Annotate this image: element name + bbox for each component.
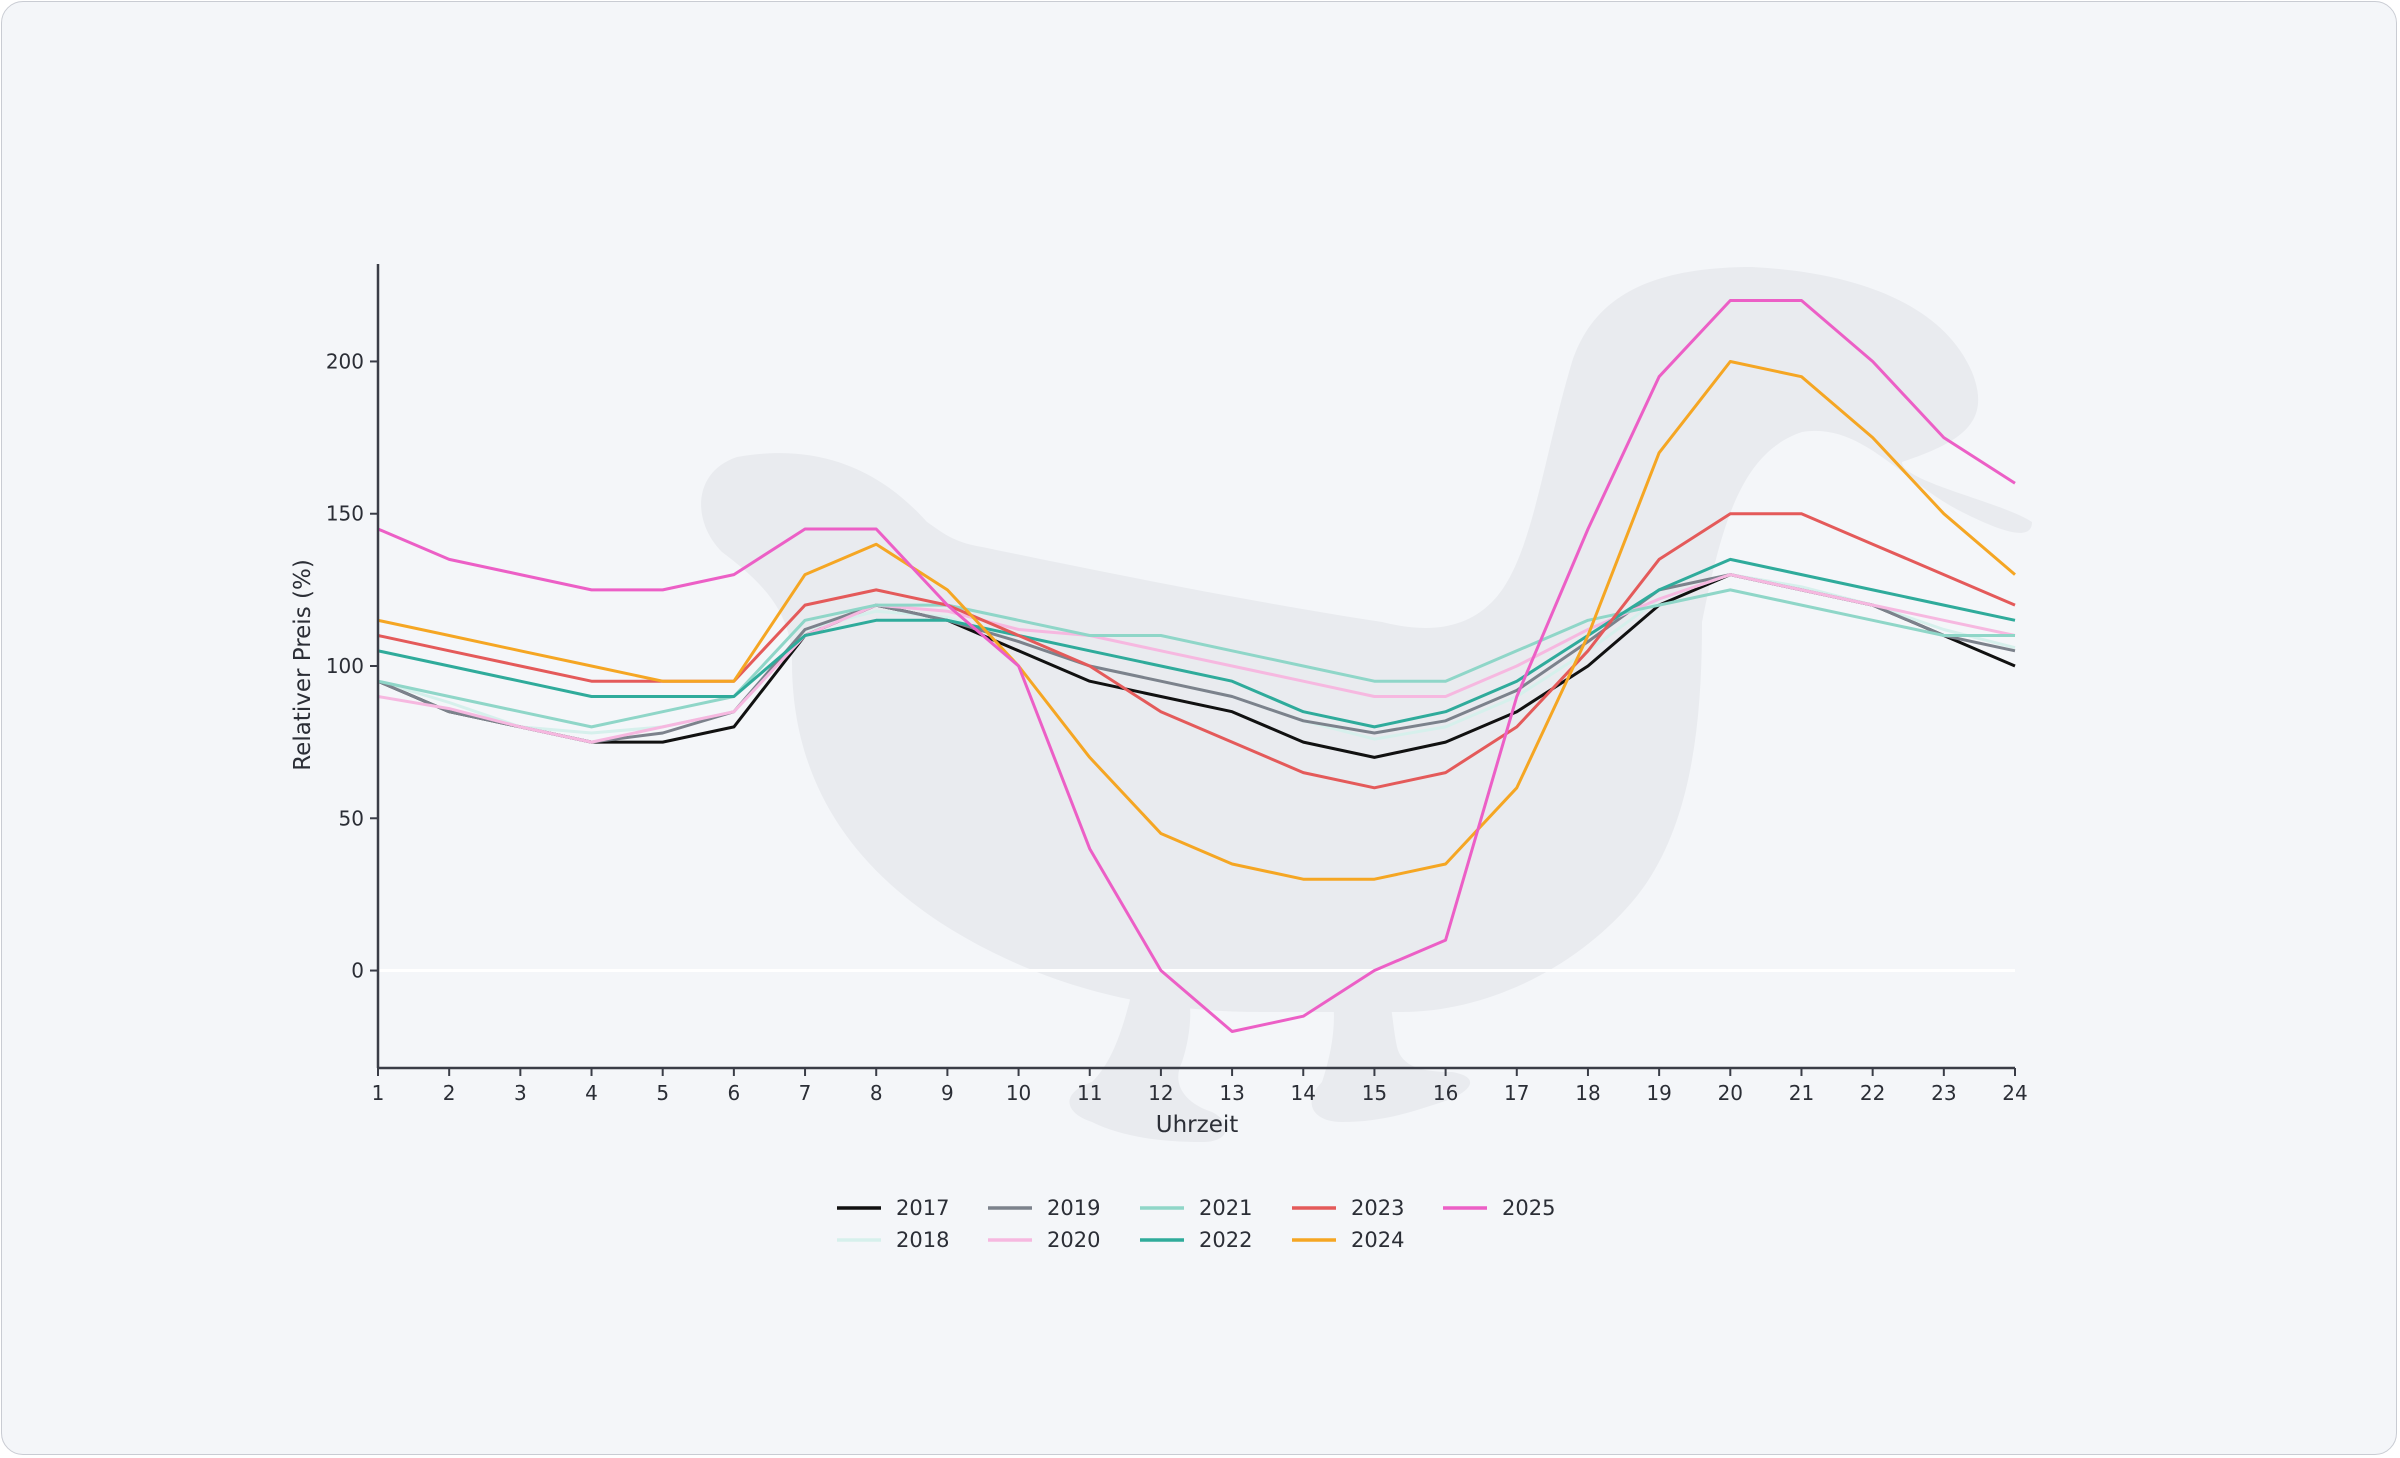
x-tick-label: 13 [1219, 1081, 1244, 1105]
series-line-2021 [377, 588, 2015, 729]
x-tick-label: 9 [941, 1081, 954, 1105]
x-tick-label: 15 [1362, 1081, 1387, 1105]
legend-item-2020: 2020 [988, 1228, 1100, 1252]
legend: 2017 2018 2019 2020 2021 2022 2023 2024 2025 [837, 1196, 1555, 1252]
y-tick-label: 100 [326, 654, 364, 678]
legend-label: 2022 [1199, 1228, 1252, 1252]
legend-item-2024: 2024 [1292, 1228, 1404, 1252]
legend-label: 2025 [1502, 1196, 1555, 1220]
x-tick-label: 24 [2002, 1081, 2027, 1105]
series-line-2025 [377, 299, 2016, 1033]
x-tick-label: 2 [443, 1081, 456, 1105]
legend-item-2019: 2019 [988, 1196, 1100, 1220]
x-tick-label: 23 [1931, 1081, 1956, 1105]
x-tick-label: 8 [870, 1081, 883, 1105]
legend-item-2021: 2021 [1140, 1196, 1252, 1220]
x-axis-title: Uhrzeit [1156, 1112, 1239, 1138]
axes [370, 264, 2016, 1076]
legend-label: 2020 [1047, 1228, 1100, 1252]
plot-area [377, 299, 2016, 1033]
x-tick-label: 14 [1291, 1081, 1316, 1105]
y-tick-label: 50 [339, 806, 364, 830]
series-line-2022 [377, 557, 2016, 729]
legend-item-2022: 2022 [1140, 1228, 1252, 1252]
tick-labels: 1 2 3 4 5 6 7 8 9 10 11 12 13 14 15 16 17 18 19 20 21 22 23 240… [326, 349, 2028, 1105]
x-tick-label: 19 [1646, 1081, 1671, 1105]
legend-label: 2024 [1351, 1228, 1404, 1252]
series-line-2023 [377, 512, 2016, 790]
x-tick-label: 16 [1433, 1081, 1458, 1105]
y-tick-label: 0 [351, 959, 364, 983]
x-tick-label: 4 [585, 1081, 598, 1105]
legend-item-2017: 2017 [837, 1196, 949, 1220]
x-tick-label: 20 [1718, 1081, 1743, 1105]
x-tick-label: 17 [1504, 1081, 1529, 1105]
legend-label: 2017 [896, 1196, 949, 1220]
legend-item-2023: 2023 [1292, 1196, 1404, 1220]
x-tick-label: 3 [514, 1081, 527, 1105]
x-tick-label: 12 [1148, 1081, 1173, 1105]
legend-item-2018: 2018 [837, 1228, 949, 1252]
x-tick-label: 1 [372, 1081, 385, 1105]
x-tick-label: 18 [1575, 1081, 1600, 1105]
y-tick-label: 200 [326, 349, 364, 373]
legend-label: 2019 [1047, 1196, 1100, 1220]
x-tick-label: 6 [728, 1081, 741, 1105]
legend-label: 2023 [1351, 1196, 1404, 1220]
y-tick-label: 150 [326, 502, 364, 526]
x-tick-label: 22 [1860, 1081, 1885, 1105]
x-tick-label: 7 [799, 1081, 812, 1105]
x-tick-label: 21 [1789, 1081, 1814, 1105]
legend-item-2025: 2025 [1443, 1196, 1555, 1220]
legend-label: 2021 [1199, 1196, 1252, 1220]
y-axis-title: Relativer Preis (%) [290, 559, 316, 771]
watermark-bird-icon [701, 267, 2033, 1142]
series-line-2020 [377, 573, 2016, 744]
x-tick-label: 5 [656, 1081, 669, 1105]
series-line-2024 [377, 360, 2016, 881]
x-tick-label: 11 [1077, 1081, 1102, 1105]
x-tick-label: 10 [1006, 1081, 1031, 1105]
legend-label: 2018 [896, 1228, 949, 1252]
